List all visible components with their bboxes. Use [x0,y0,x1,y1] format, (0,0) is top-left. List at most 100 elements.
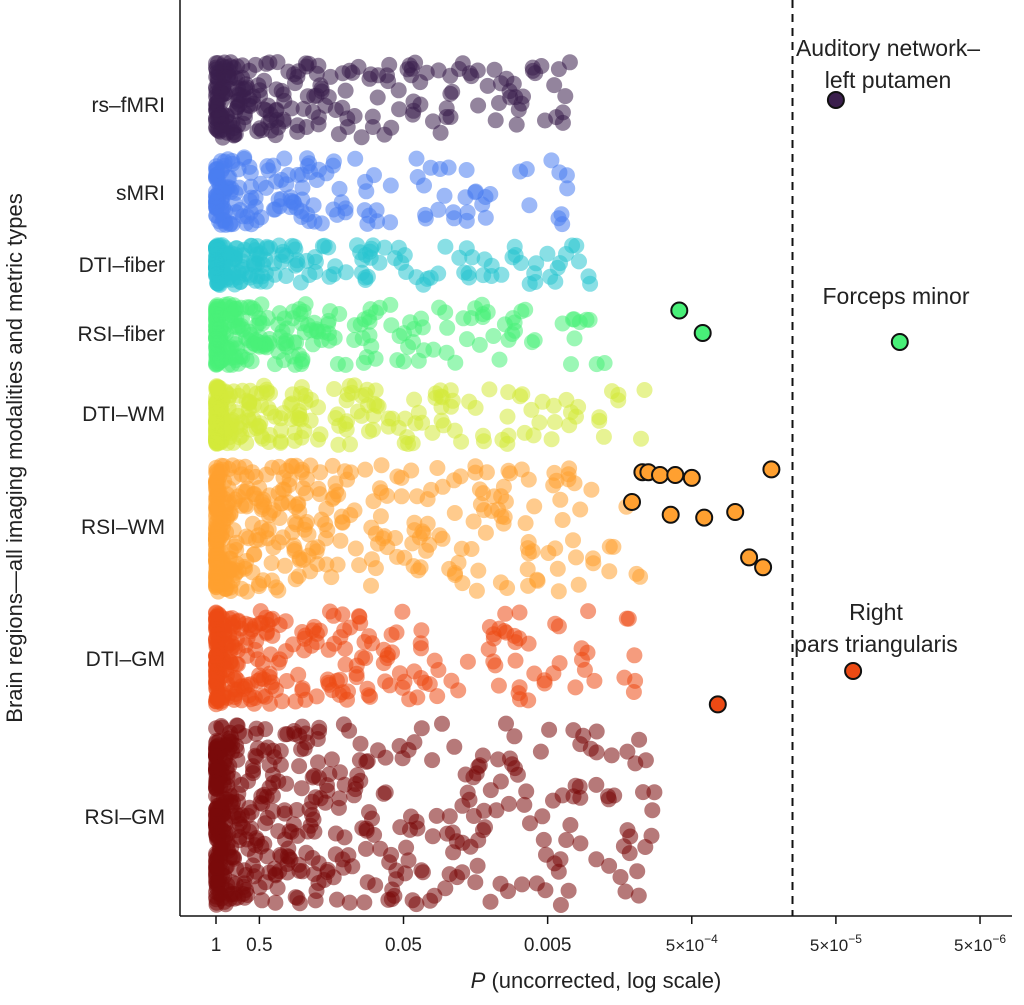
data-point [519,561,536,578]
data-point [359,215,376,232]
data-point [208,894,225,911]
data-point [545,397,562,414]
data-point [217,749,234,766]
data-point [320,674,337,691]
data-point [319,522,336,539]
data-point [294,863,311,880]
data-point [359,381,376,398]
data-point [320,641,337,658]
data-point [363,577,379,594]
data-point [549,560,566,577]
data-point [241,62,258,79]
data-point [298,485,314,502]
data-point [424,424,441,441]
data-point [310,57,327,74]
data-point [329,356,346,372]
data-point [388,862,405,879]
data-point [539,245,556,262]
data-point [274,693,291,710]
data-point [391,328,408,344]
data-point [477,524,494,541]
data-point [255,572,272,589]
data-point [492,574,509,591]
data-point [572,736,589,753]
data-point [305,197,322,214]
data-point [214,531,231,547]
data-point [389,352,406,369]
point-annotation: pars triangularis [794,631,958,657]
data-point [442,85,459,102]
data-point [210,501,227,518]
point-annotation: left putamen [825,67,952,93]
points-layer [208,54,663,913]
data-point [560,882,577,899]
data-point [293,780,310,797]
data-point [474,196,491,213]
data-point [333,194,350,211]
data-point [437,238,454,255]
data-point [465,513,482,530]
data-point [310,875,327,891]
data-point [446,505,463,521]
data-point [413,640,429,657]
data-point [320,316,336,333]
data-point [274,246,291,263]
category-label: DTI–WM [82,403,165,426]
category-label: rs–fMRI [92,94,166,117]
data-point [293,429,310,446]
data-point [404,435,421,452]
data-point [459,653,476,670]
data-point [293,741,310,758]
data-point [208,787,224,804]
data-point [441,866,458,883]
data-point [307,892,324,909]
highlighted-point [826,91,845,109]
data-point [502,89,519,106]
data-point [424,752,441,769]
data-point [278,673,295,689]
data-point [476,502,492,519]
data-point [491,620,508,637]
data-point [372,840,389,857]
data-point [527,65,544,82]
data-point [231,179,248,196]
data-point [262,427,278,443]
data-point [210,626,227,643]
data-point [429,688,446,705]
data-point [644,802,661,819]
data-point [371,254,388,271]
data-point [532,743,549,760]
data-point [230,407,246,424]
data-point [511,604,528,621]
x-tick-label: 5×10−4 [666,932,718,955]
data-point [491,351,508,368]
data-point [485,328,502,344]
data-point [361,423,377,440]
data-point [294,179,311,196]
data-point [289,252,305,269]
data-point [570,576,587,593]
data-point [583,481,600,498]
data-point [398,264,415,280]
data-point [383,891,400,908]
data-point [382,214,399,231]
data-point [585,555,602,572]
data-point [236,875,253,892]
data-point [294,624,311,640]
data-point [405,334,421,351]
data-point [339,471,356,488]
data-point [426,652,443,669]
data-point [389,548,406,565]
data-point [261,864,278,881]
data-point [297,55,314,72]
data-point [460,265,477,282]
x-axis-label-rest: (uncorrected, log scale) [485,968,721,993]
data-point [525,427,542,444]
data-point [454,55,471,72]
data-point [537,882,554,899]
data-point [327,102,344,118]
data-point [329,556,346,573]
data-point [637,839,654,855]
highlighted-point [708,695,727,714]
data-point [487,112,504,129]
